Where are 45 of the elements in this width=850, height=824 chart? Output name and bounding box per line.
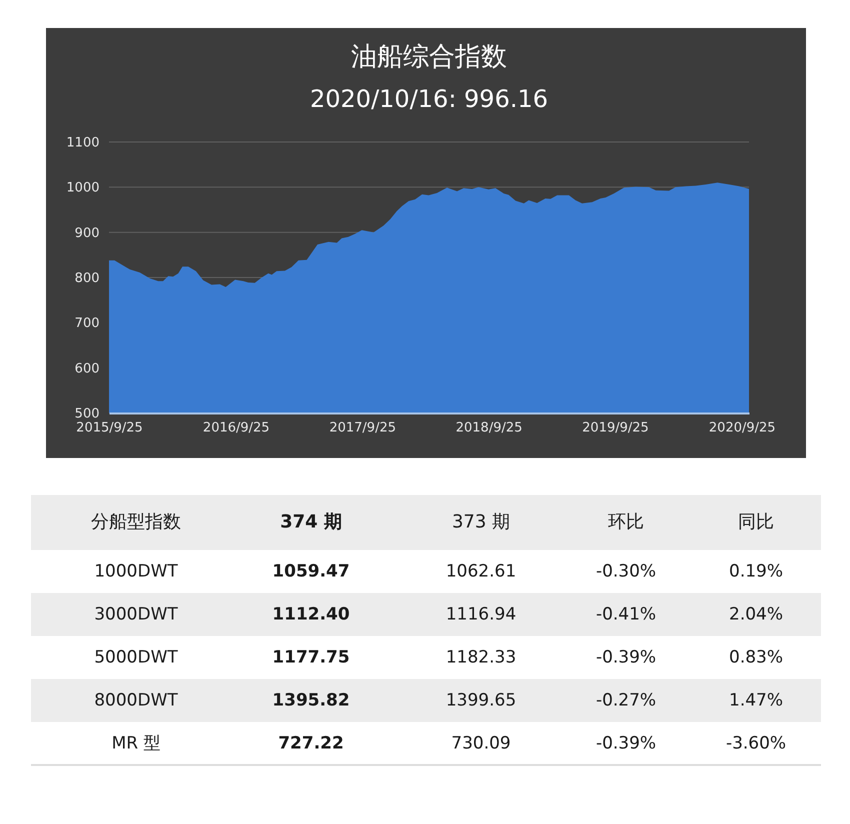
x-tick-label: 2016/9/25 (202, 420, 270, 436)
text: 727.22 (278, 734, 344, 754)
x-tick-label: 2018/9/25 (456, 420, 522, 436)
text: 8000DWT (94, 690, 178, 710)
text: -0.39% (596, 648, 656, 668)
y-tick-label: 900 (74, 226, 100, 241)
text: 1116.94 (446, 604, 516, 624)
text: 374 期 (280, 512, 342, 532)
text: 730.09 (451, 734, 511, 754)
y-tick-label: 700 (74, 316, 100, 332)
text: 1059.47 (272, 562, 350, 582)
text: 0.19% (728, 562, 784, 582)
y-tick-label: 600 (74, 361, 100, 376)
text: -0.27% (596, 690, 656, 710)
text: 环比 (608, 512, 644, 532)
text: -0.39% (596, 734, 656, 754)
text: -0.41% (596, 604, 656, 624)
text: 1395.82 (272, 690, 350, 710)
text: 1177.75 (272, 648, 350, 668)
text: 373 期 (452, 512, 510, 532)
text: 分船型指数 (91, 512, 181, 532)
text: 1.47% (728, 690, 784, 710)
text: 1399.65 (446, 690, 516, 710)
text: MR 型 (112, 734, 160, 754)
x-tick-label: 2015/9/25 (76, 420, 143, 436)
chart-subtitle: 2020/10/16: 996.16 (310, 85, 548, 113)
text: 1182.33 (446, 648, 516, 668)
text: 1112.40 (272, 604, 350, 624)
y-tick-label: 1100 (66, 136, 100, 150)
x-tick-label: 2020/9/25 (708, 420, 776, 436)
y-tick-label: 800 (74, 271, 100, 286)
y-tick-label: 1000 (66, 180, 100, 196)
text: -0.30% (596, 562, 656, 582)
text: 1000DWT (94, 562, 178, 582)
chart-title: 油船综合指数 (351, 42, 507, 72)
y-tick-label: 500 (74, 406, 100, 422)
text: 同比 (738, 512, 774, 532)
x-tick-label: 2017/9/25 (329, 420, 396, 436)
text: 5000DWT (94, 648, 178, 668)
text: -3.60% (726, 734, 786, 754)
x-tick-label: 2019/9/25 (582, 420, 649, 436)
text: 2.04% (728, 604, 784, 624)
text: 0.83% (728, 648, 784, 668)
text: 3000DWT (94, 604, 178, 624)
text: 1062.61 (446, 562, 516, 582)
